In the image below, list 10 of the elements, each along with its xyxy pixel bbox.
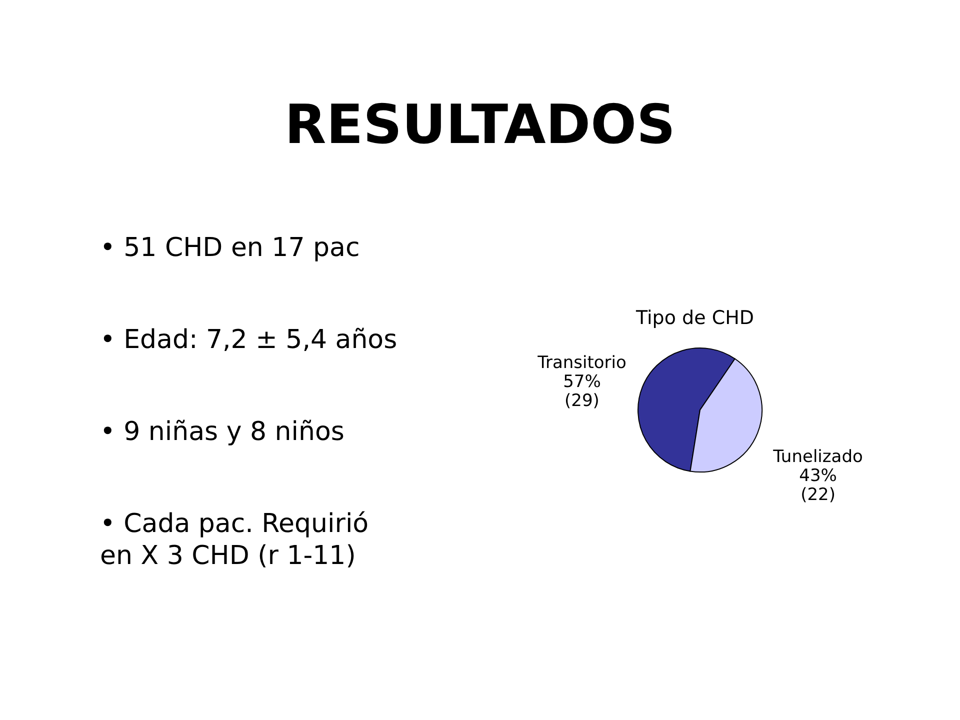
text: • 9 niñas y 8 niños: [100, 417, 344, 447]
text: • Edad: 7,2 ± 5,4 años: [100, 325, 398, 355]
slice-label: Tunelizado: [772, 446, 863, 467]
slice-label: Transitorio: [536, 353, 626, 374]
chart-title: RESULTADOS: [284, 93, 676, 156]
chart-subtitle: Tipo de CHD: [635, 307, 754, 329]
data-label: 57% (29): [563, 372, 601, 412]
text: • 51 CHD en 17 pac: [100, 233, 360, 263]
data-label: 43% (22): [799, 466, 837, 505]
text: • Cada pac. Requirió en X 3 CHD (r 1-11): [100, 509, 369, 571]
